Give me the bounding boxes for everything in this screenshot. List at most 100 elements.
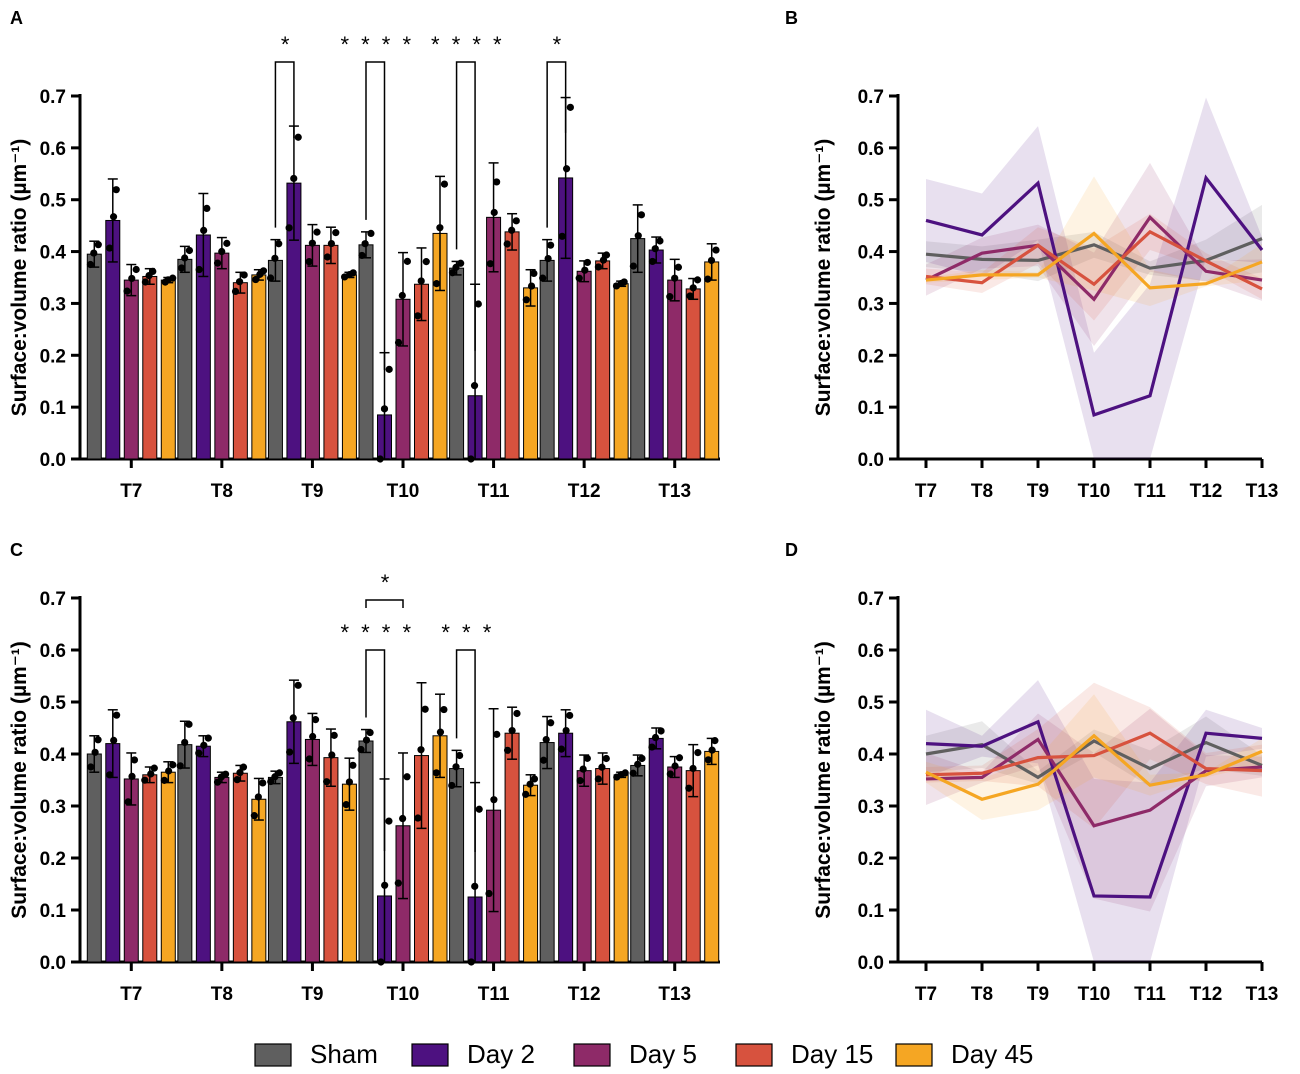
panel-a-data-point: [252, 275, 260, 284]
panel-b-error-band: [926, 97, 1262, 459]
panel-a-data-point: [440, 180, 449, 188]
panel-a-data-point: [432, 280, 441, 288]
panel-c-data-point: [176, 762, 184, 770]
panel-c-x-tick-label: T8: [211, 984, 233, 1005]
panel-d-y-tick-label: 0.5: [858, 693, 885, 714]
panel-a-data-point: [634, 232, 642, 240]
panel-c-data-point: [185, 720, 193, 728]
panel-c-significance-label: * * * *: [340, 620, 414, 645]
panel-a-y-tick-label: 0.3: [40, 294, 66, 315]
panel-c-y-tick-label: 0.5: [40, 693, 67, 714]
panel-a-x-tick-label: T8: [211, 481, 233, 502]
panel-d-y-tick-label: 0.2: [858, 849, 884, 870]
panel-c-x-tick-label: T12: [568, 984, 601, 1005]
panel-c-data-point: [349, 761, 357, 769]
panel-d-x-tick-label: T7: [915, 984, 937, 1005]
panel-c-bar: [523, 784, 539, 963]
panel-c-y-tick-label: 0.6: [40, 641, 66, 662]
panel-b-y-tick-label: 0.7: [858, 87, 884, 108]
panel-a-data-point: [218, 247, 226, 256]
panel-c-data-point: [526, 780, 534, 788]
panel-c-bar: [195, 745, 211, 963]
panel-a-data-point: [109, 213, 118, 221]
panel-c-data-point: [708, 746, 716, 754]
panel-a-data-point: [285, 224, 293, 232]
panel-c-significance-bracket: [455, 649, 476, 852]
panel-c-data-point: [204, 734, 212, 742]
panel-b-error-band: [926, 213, 1262, 321]
panel-c-data-point: [471, 882, 479, 890]
panel-b-series-line: [925, 174, 1264, 418]
panel-a-bar: [86, 253, 102, 460]
panel-a-data-point: [323, 253, 332, 261]
panel-c-bar: [449, 768, 465, 963]
panel-a-data-point: [231, 287, 240, 295]
panel-a-data-point: [376, 455, 384, 463]
panel-a-bar: [267, 259, 283, 460]
panel-c-data-point: [671, 762, 679, 770]
panel-a-data-point: [602, 251, 611, 259]
panel-c-bar: [358, 740, 374, 963]
panel-a-bar: [251, 274, 267, 460]
panel-c-bar: [142, 774, 158, 963]
panel-a-data-point: [149, 267, 157, 276]
panel-b-x-tick-label: T10: [1078, 481, 1111, 502]
panel-a-data-point: [112, 186, 120, 194]
panel-d-y-tick-label: 0.6: [858, 641, 884, 662]
panel-c-data-point: [128, 772, 136, 781]
panel-a-data-point: [367, 229, 375, 237]
panel-a-significance-bracket: [455, 61, 476, 351]
panel-a-data-point: [508, 226, 516, 234]
panel-c-data-point: [147, 770, 155, 778]
panel-a-data-point: [575, 274, 583, 282]
panel-c-data-point: [330, 731, 338, 739]
panel-a-x-tick-label: T7: [120, 481, 142, 502]
panel-c-bar: [613, 774, 629, 963]
panel-b-y-tick-label: 0.1: [858, 398, 885, 419]
panel-c-data-point: [342, 801, 350, 809]
panel-c-y-tick-label: 0.0: [40, 953, 66, 974]
panel-c-data-point: [557, 745, 566, 753]
panel-a-data-point: [566, 103, 574, 111]
panel-b-x-tick-label: T8: [971, 481, 993, 502]
panel-c-data-point: [421, 705, 429, 713]
legend-label: Day 2: [467, 1039, 535, 1069]
panel-a-data-point: [651, 245, 659, 253]
panel-c-x-tick-label: T13: [658, 984, 691, 1005]
panel-a-bar: [304, 244, 320, 460]
panel-d-error-band: [926, 716, 1262, 787]
panel-a-bar: [523, 287, 539, 460]
panel-c-data-point: [704, 756, 712, 764]
panel-c-data-point: [689, 764, 697, 773]
panel-a-data-point: [457, 259, 465, 267]
panel-c-data-point: [362, 736, 371, 744]
panel-c-data-point: [345, 778, 354, 786]
panel-c-data-point: [629, 769, 637, 777]
panel-c-data-point: [130, 756, 139, 764]
panel-d-x-tick-label: T10: [1078, 984, 1111, 1005]
panel-c-data-point: [294, 681, 302, 689]
panel-letter-b: B: [785, 8, 798, 28]
panel-a-data-point: [275, 240, 283, 248]
panel-a-data-point: [123, 287, 131, 295]
panel-b-x-tick-label: T13: [1246, 481, 1279, 502]
panel-a-data-point: [266, 274, 275, 282]
panel-a-data-point: [240, 271, 248, 279]
panel-c-data-point: [381, 881, 389, 889]
panel-a-data-point: [467, 455, 475, 463]
panel-c-data-point: [233, 776, 241, 784]
panel-c-data-point: [583, 754, 591, 762]
panel-a-bar: [613, 283, 629, 460]
panel-c-bar: [232, 772, 248, 963]
legend-swatch: [573, 1043, 611, 1067]
panel-a-data-point: [674, 263, 683, 271]
panel-c-data-point: [547, 719, 555, 727]
panel-a-data-point: [539, 274, 547, 282]
panel-d: D 0.0 0.1 0.2 0.3 0.4 0.5 0.6 0.7 Surface:volume…: [785, 540, 1278, 1005]
panel-a-bar: [123, 279, 139, 460]
panel-b-error-band: [926, 162, 1262, 346]
panel-a-y-tick-label: 0.7: [40, 87, 66, 108]
panel-a-bar: [685, 288, 701, 460]
panel-a-y-tick-label: 0.4: [40, 243, 67, 264]
